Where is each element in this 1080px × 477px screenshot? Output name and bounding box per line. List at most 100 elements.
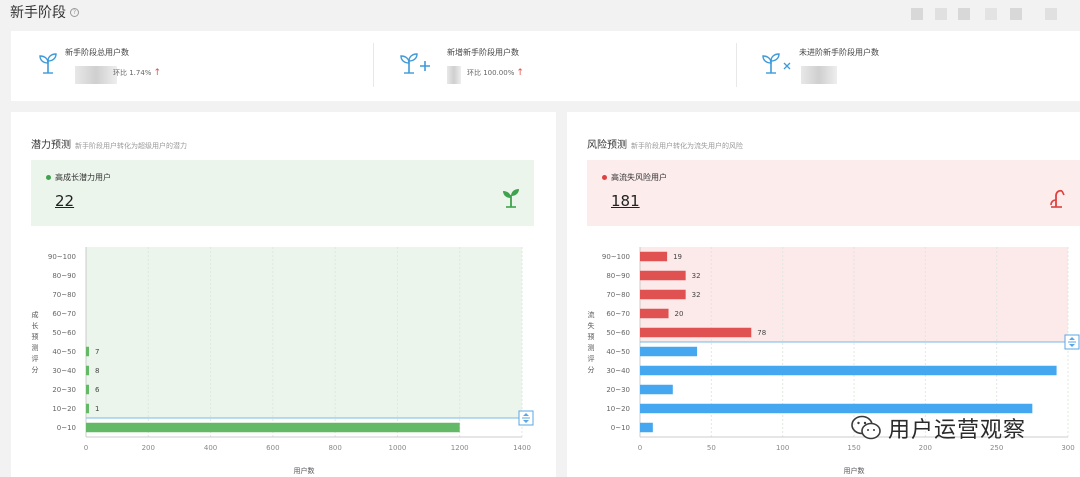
x-tick-label: 800	[328, 444, 341, 452]
y-tick-label: 0~10	[611, 424, 630, 432]
x-axis-label: 用户数	[294, 466, 315, 475]
y-tick-label: 50~60	[52, 329, 76, 337]
y-axis-label-char: 测	[588, 344, 595, 352]
bar	[86, 384, 89, 395]
redacted-block	[911, 8, 923, 20]
bar	[640, 289, 686, 300]
x-tick-label: 250	[990, 444, 1003, 452]
status-dot	[46, 175, 51, 180]
bar	[640, 384, 673, 395]
y-axis-label-char: 测	[32, 344, 39, 352]
y-tick-label: 70~80	[52, 291, 76, 299]
redacted-block	[985, 8, 997, 20]
divider	[736, 43, 737, 87]
x-tick-label: 50	[707, 444, 716, 452]
x-tick-label: 0	[638, 444, 642, 452]
y-tick-label: 90~100	[602, 253, 630, 261]
page-title: 新手阶段 ?	[10, 2, 79, 22]
y-axis-label-char: 失	[588, 321, 595, 330]
data-label: 19	[673, 253, 682, 261]
stat-label: 未进阶新手阶段用户数	[799, 48, 879, 57]
stat-label: 新增新手阶段用户数	[447, 48, 519, 57]
redacted-block	[958, 8, 970, 20]
data-label: 1	[95, 405, 99, 413]
y-tick-label: 80~90	[606, 272, 630, 280]
stat-unadvanced-users: 未进阶新手阶段用户数	[761, 31, 1061, 101]
high-risk-count[interactable]: 181	[611, 192, 640, 210]
bar	[640, 346, 698, 357]
high-potential-count[interactable]: 22	[55, 192, 75, 210]
y-tick-label: 60~70	[52, 310, 76, 318]
x-tick-label: 600	[266, 444, 279, 452]
x-tick-label: 200	[919, 444, 932, 452]
bar	[86, 365, 89, 376]
y-tick-label: 20~30	[606, 386, 630, 394]
x-tick-label: 1000	[389, 444, 407, 452]
panel-subtitle: 新手阶段用户转化为流失用户的风险	[631, 142, 743, 150]
bar	[86, 346, 89, 357]
x-tick-label: 1400	[513, 444, 531, 452]
redacted-block	[1010, 8, 1022, 20]
highlight-region	[640, 247, 1068, 342]
y-tick-label: 90~100	[48, 253, 76, 261]
arrow-up-icon: ↑	[153, 68, 162, 78]
stat-new-users: 新增新手阶段用户数 环比 100.00% ↑	[399, 31, 729, 101]
wilted-plant-icon	[1050, 189, 1065, 208]
risk-chart: 0 50 100 150 200 250 300 0~10 10~20 20~30 30~40 40~…	[588, 247, 1080, 475]
wechat-icon	[851, 415, 881, 440]
high-risk-card[interactable]: 高流失风险用户 181	[587, 160, 1080, 226]
bar	[640, 403, 1033, 414]
threshold-handle-icon[interactable]	[518, 410, 534, 426]
potential-panel: 潜力预测 新手阶段用户转化为超级用户的潜力 高成长潜力用户 22 0 200 400 6…	[11, 112, 556, 477]
y-axis-label-char: 长	[32, 321, 39, 330]
data-label: 32	[692, 272, 701, 280]
arrow-up-icon: ↑	[516, 68, 524, 78]
y-axis-label-char: 预	[32, 332, 39, 341]
potential-chart: 0 200 400 600 800 1000 1200 1400 0~10 10~20 1 20~30…	[32, 247, 534, 475]
x-tick-label: 400	[204, 444, 217, 452]
x-tick-label: 100	[776, 444, 789, 452]
data-label: 20	[675, 310, 684, 318]
x-tick-label: 0	[84, 444, 88, 452]
y-tick-label: 10~20	[606, 405, 630, 413]
y-axis-label-char: 评	[588, 355, 595, 363]
stat-compare: 环比 100.00% ↑	[467, 68, 524, 78]
watermark-text: 用户运营观察	[888, 418, 1027, 443]
x-tick-label: 150	[847, 444, 860, 452]
risk-panel: 风险预测 新手阶段用户转化为流失用户的风险 高流失风险用户 181 0 50 100 1…	[567, 112, 1080, 477]
bar	[640, 327, 752, 338]
stat-label: 新手阶段总用户数	[65, 48, 129, 57]
sprout-x-icon	[762, 53, 791, 74]
sprout-plus-icon	[400, 53, 430, 74]
y-tick-label: 0~10	[57, 424, 76, 432]
x-axis-label: 用户数	[844, 466, 865, 475]
redacted-value	[447, 66, 461, 84]
high-potential-card[interactable]: 高成长潜力用户 22	[31, 160, 534, 226]
bar	[640, 365, 1057, 376]
highlight-region	[86, 247, 522, 418]
panel-subtitle: 新手阶段用户转化为超级用户的潜力	[75, 142, 187, 150]
page-title-text: 新手阶段	[10, 5, 66, 21]
y-axis-label-char: 成	[32, 310, 39, 319]
redacted-value	[75, 66, 117, 84]
redacted-value	[801, 66, 837, 84]
x-tick-label: 200	[142, 444, 155, 452]
threshold-handle-icon[interactable]	[1064, 334, 1080, 350]
redacted-block	[1045, 8, 1057, 20]
redacted-block	[935, 8, 947, 20]
y-tick-label: 10~20	[52, 405, 76, 413]
bar	[86, 422, 460, 433]
data-label: 6	[95, 386, 100, 394]
summary-card: 新手阶段总用户数 环比 1.74% ↑ 新增新手阶段用户数 环比 100.00% ↑…	[11, 31, 1080, 101]
panel-title: 风险预测	[587, 140, 627, 151]
y-tick-label: 60~70	[606, 310, 630, 318]
data-label: 8	[95, 367, 99, 375]
bar	[86, 403, 89, 414]
high-potential-tag: 高成长潜力用户	[46, 172, 111, 183]
y-tick-label: 40~50	[606, 348, 630, 356]
y-tick-label: 40~50	[52, 348, 76, 356]
sprout-icon	[39, 53, 57, 74]
bar	[640, 251, 668, 262]
question-circle-icon[interactable]: ?	[70, 7, 79, 17]
y-axis-label-char: 流	[588, 310, 595, 319]
